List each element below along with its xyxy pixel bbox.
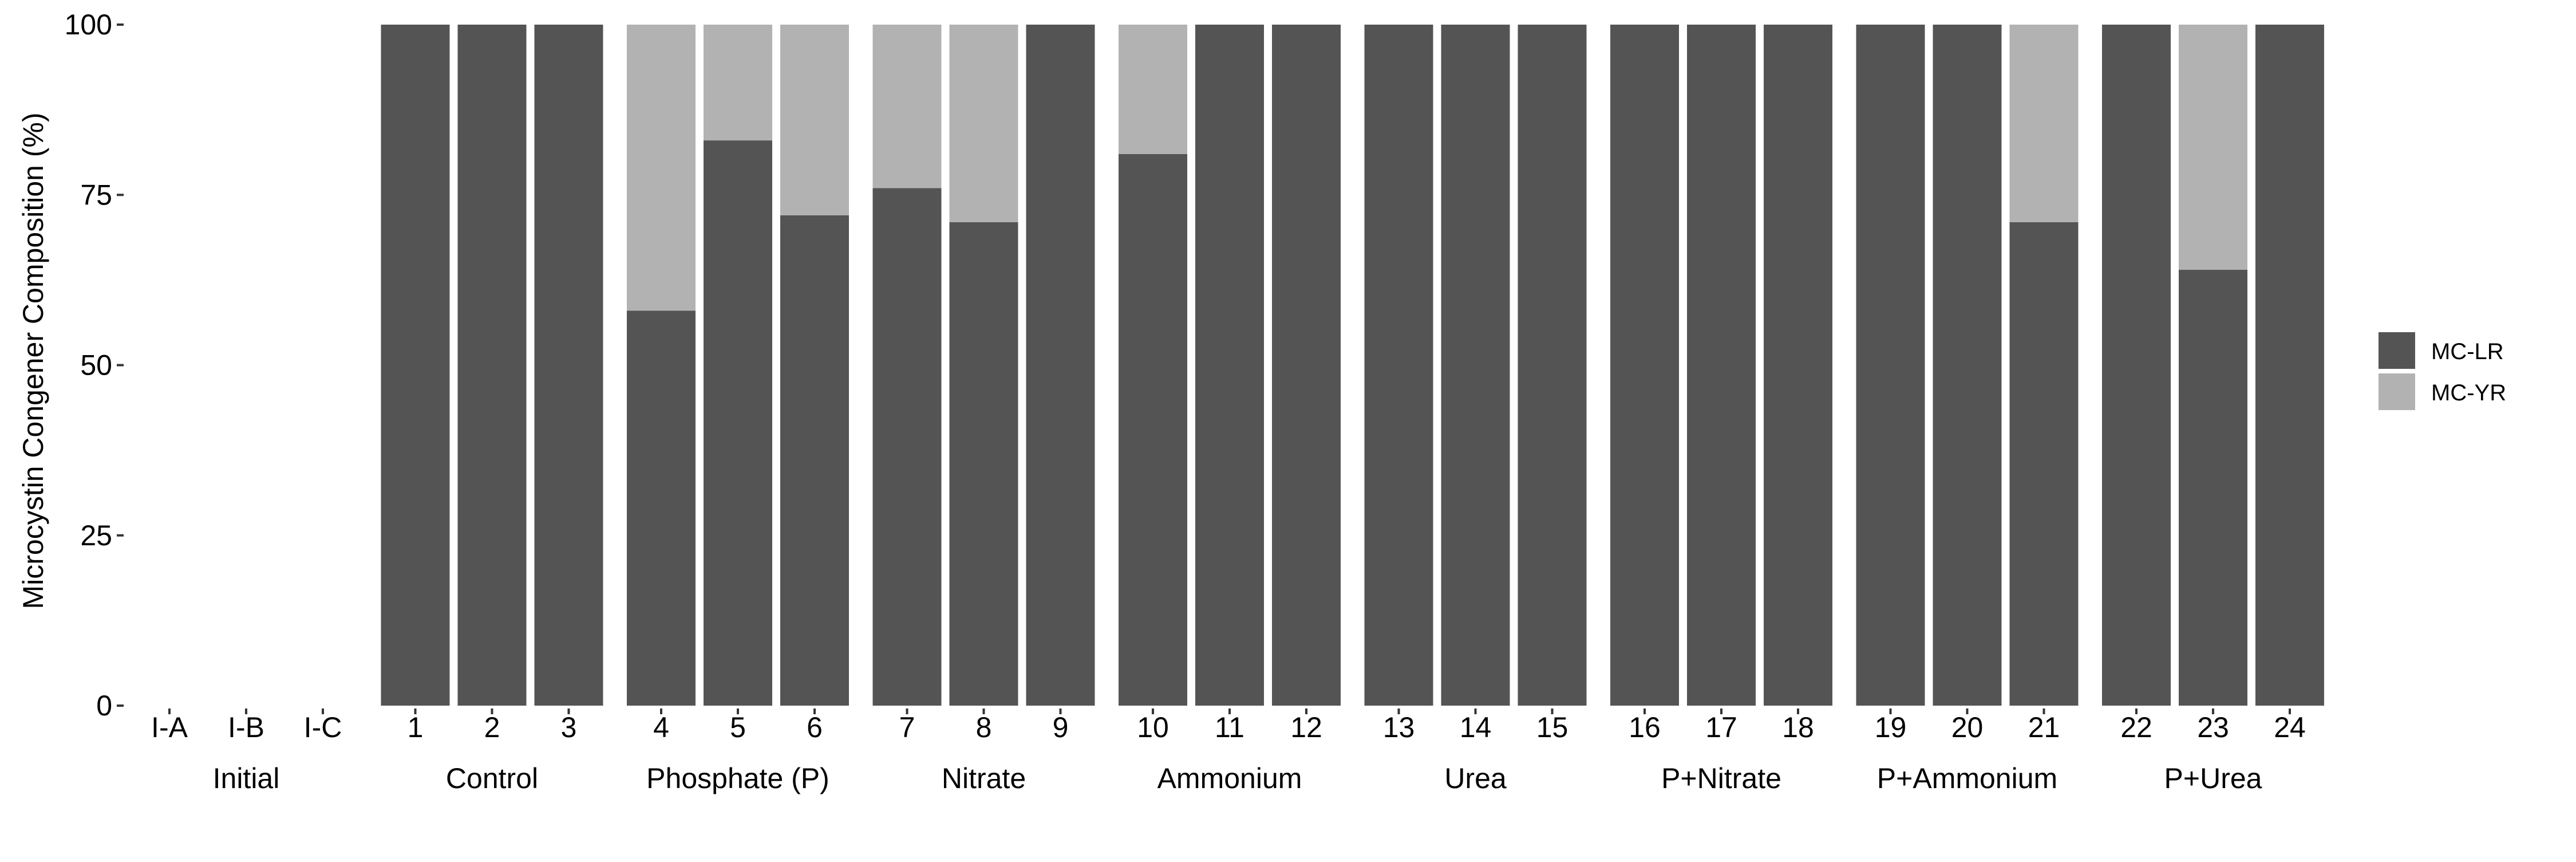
bar-mc-lr-5 [704,140,772,706]
group-label: Initial [213,762,280,794]
x-tick-label: 9 [1053,711,1069,743]
bar-mc-lr-7 [872,188,942,706]
bar-mc-lr-12 [1272,25,1341,706]
x-tick-label: 24 [2274,711,2306,743]
x-axis: I-A I-B I-C 1 2 3 4 5 6 7 8 9 10 11 12 13 14 15 16 17 18 19 20… [151,709,2306,743]
group-labels: Initial Control Phosphate (P) Nitrate Ammoni… [213,762,2262,794]
x-tick-label: 11 [1215,711,1244,743]
bar-mc-lr-3 [534,25,603,706]
bar-mc-lr-18 [1764,25,1832,706]
bar-mc-yr-23 [2179,25,2247,270]
x-tick-label: 6 [807,711,823,743]
x-tick-label: 18 [1782,711,1814,743]
x-tick-label: 13 [1383,711,1415,743]
x-tick-label: 16 [1629,711,1661,743]
y-tick-label: 75 [80,179,112,211]
bar-mc-yr-4 [627,25,696,311]
bar-mc-yr-5 [704,25,772,141]
y-axis-title: Microcystin Congener Composition (%) [17,113,49,609]
bar-mc-lr-24 [2255,25,2324,706]
bar-mc-lr-19 [1856,25,1925,706]
y-tick-label: 0 [96,690,112,722]
y-axis: 0 25 50 75 100 [65,9,124,722]
group-label: P+Ammonium [1877,762,2057,794]
legend: MC-LR MC-YR [2379,332,2506,410]
y-tick-label: 50 [80,349,112,381]
group-label: Ammonium [1157,762,1302,794]
x-tick-label: I-A [151,711,188,743]
x-tick-label: 7 [899,711,915,743]
x-tick-label: 4 [653,711,669,743]
bar-mc-lr-22 [2102,25,2171,706]
group-label: Nitrate [942,762,1026,794]
bar-mc-yr-21 [2009,25,2079,222]
x-tick-label: I-C [304,711,342,743]
legend-label: MC-LR [2431,339,2504,364]
x-tick-label: 21 [2028,711,2060,743]
x-tick-label: 1 [408,711,424,743]
x-tick-label: 22 [2120,711,2152,743]
y-tick-label: 100 [65,9,112,41]
x-tick-label: 3 [561,711,577,743]
bar-mc-lr-13 [1364,25,1433,706]
bar-mc-yr-6 [780,25,849,215]
x-tick-label: 19 [1875,711,1907,743]
x-tick-label: 2 [484,711,500,743]
bar-mc-lr-20 [1933,25,2002,706]
x-tick-label: 14 [1460,711,1492,743]
bar-mc-lr-2 [457,25,527,706]
legend-key-mc-lr [2379,332,2415,369]
bar-mc-lr-4 [627,310,696,706]
bar-mc-lr-6 [780,215,849,706]
bar-mc-lr-15 [1518,25,1587,706]
bar-mc-lr-21 [2009,222,2079,706]
x-tick-label: 12 [1290,711,1322,743]
group-label: Control [446,762,538,794]
group-label: P+Nitrate [1661,762,1781,794]
bar-mc-lr-10 [1119,153,1187,706]
bar-mc-yr-10 [1119,25,1187,154]
x-tick-label: 15 [1536,711,1568,743]
x-tick-label: 17 [1705,711,1737,743]
bar-mc-lr-17 [1687,25,1756,706]
group-label: Phosphate (P) [646,762,829,794]
group-label: P+Urea [2164,762,2262,794]
bar-mc-lr-11 [1195,25,1264,706]
group-label: Urea [1444,762,1507,794]
legend-label: MC-YR [2431,380,2506,406]
bar-mc-yr-7 [872,25,942,188]
bar-mc-lr-14 [1441,25,1510,706]
x-tick-label: 5 [730,711,746,743]
x-tick-label: I-B [228,711,264,743]
x-tick-label: 8 [976,711,992,743]
legend-key-mc-yr [2379,373,2415,410]
x-tick-label: 20 [1951,711,1984,743]
bar-mc-lr-1 [381,25,450,706]
x-tick-label: 10 [1137,711,1169,743]
bar-mc-yr-8 [949,25,1018,222]
bar-mc-lr-23 [2179,270,2247,706]
y-tick-label: 25 [80,519,112,552]
bar-mc-lr-16 [1610,25,1679,706]
bars [381,25,2324,706]
bar-mc-lr-9 [1026,25,1095,706]
x-tick-label: 23 [2197,711,2229,743]
bar-mc-lr-8 [949,222,1018,706]
